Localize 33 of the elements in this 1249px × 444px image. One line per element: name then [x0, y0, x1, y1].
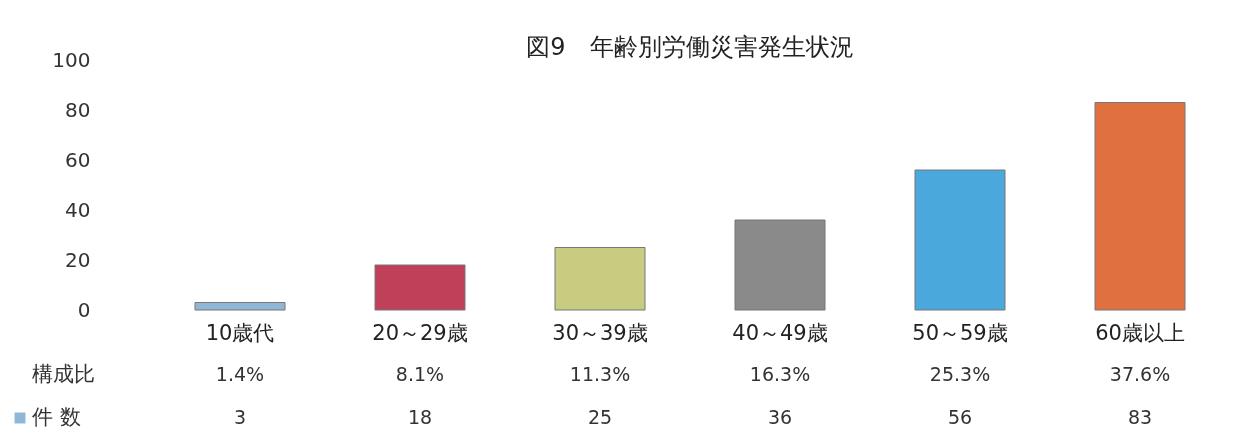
data-label: 3 — [233, 406, 247, 428]
text: 8.1% — [395, 363, 445, 385]
legend-label: 件 数 — [32, 405, 81, 429]
data-label: 18 — [407, 406, 433, 428]
y-tick-label: 0 — [77, 297, 91, 322]
x-tick-label: 60歳以上 — [1095, 320, 1185, 345]
text: 11.3% — [569, 363, 631, 385]
data-label: 25 — [587, 406, 613, 428]
x-tick-label: 20～29歳 — [372, 320, 468, 345]
y-tick-label: 60 — [65, 147, 91, 172]
text: 1.4% — [215, 363, 265, 385]
x-tick-label: 50～59歳 — [912, 320, 1008, 345]
bar — [1094, 102, 1186, 311]
text: 16.3% — [749, 363, 811, 385]
x-tick-label: 40～49歳 — [732, 320, 828, 345]
data-label: 83 — [1127, 406, 1153, 428]
bar — [554, 247, 646, 311]
text: 構成比 — [32, 362, 95, 386]
y-tick-label: 20 — [65, 247, 91, 272]
x-tick-label: 30～39歳 — [552, 320, 648, 345]
x-tick-label: 10歳代 — [205, 320, 275, 345]
bar — [194, 302, 286, 311]
y-tick-label: 100 — [52, 47, 91, 72]
chart-title: 図9 年齢別労働災害発生状況 — [526, 33, 854, 61]
bar — [374, 264, 466, 311]
data-label: 36 — [767, 406, 793, 428]
data-label: 56 — [947, 406, 973, 428]
bar — [914, 169, 1006, 311]
text: 37.6% — [1109, 363, 1171, 385]
y-tick-label: 80 — [65, 97, 91, 122]
y-tick-label: 40 — [65, 197, 91, 222]
text: 25.3% — [929, 363, 991, 385]
bar — [734, 219, 826, 311]
